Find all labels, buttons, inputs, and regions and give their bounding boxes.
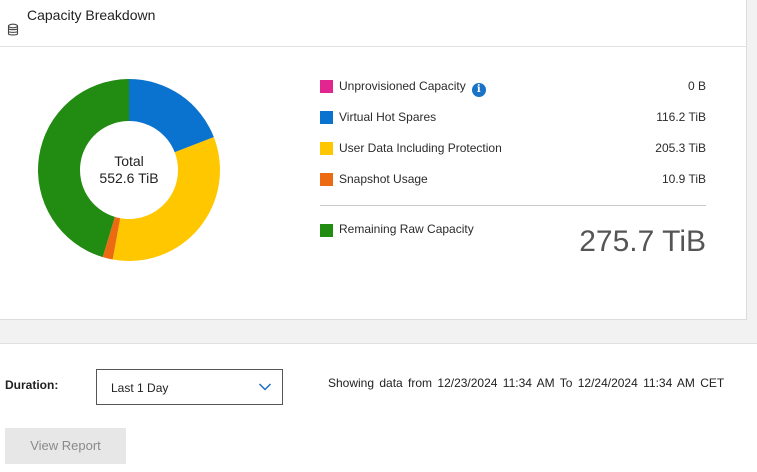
- legend-value: 0 B: [687, 79, 706, 93]
- donut-slice-1[interactable]: [129, 79, 214, 153]
- legend-label: Remaining Raw Capacity: [339, 222, 474, 236]
- legend-swatch: [320, 80, 333, 93]
- date-range-text: Showing data from 12/23/2024 11:34 AM To…: [328, 376, 725, 390]
- duration-select[interactable]: Last 1 Day: [96, 369, 283, 405]
- legend-value: 205.3 TiB: [655, 141, 706, 155]
- legend-item-unprovisioned: Unprovisioned Capacity i 0 B: [320, 76, 708, 107]
- legend-swatch: [320, 173, 333, 186]
- legend-swatch: [320, 142, 333, 155]
- info-icon[interactable]: i: [471, 83, 486, 97]
- donut-slice-2[interactable]: [112, 137, 220, 261]
- capacity-donut-chart: [38, 79, 220, 261]
- database-icon: [6, 23, 20, 37]
- card-header: Capacity Breakdown: [0, 0, 747, 47]
- legend-swatch: [320, 111, 333, 124]
- legend-item-remaining: Remaining Raw Capacity 275.7 TiB: [320, 219, 708, 269]
- capacity-legend: Unprovisioned Capacity i 0 B Virtual Hot …: [320, 76, 708, 200]
- report-controls: [0, 344, 757, 472]
- remaining-capacity-value: 275.7 TiB: [579, 225, 706, 258]
- legend-label: User Data Including Protection: [339, 141, 502, 155]
- legend-value: 116.2 TiB: [656, 110, 706, 124]
- legend-divider: [320, 205, 706, 206]
- legend-value: 10.9 TiB: [661, 172, 706, 186]
- duration-selected-value: Last 1 Day: [111, 381, 169, 395]
- view-report-button[interactable]: View Report: [5, 428, 126, 464]
- donut-slice-3[interactable]: [102, 216, 121, 260]
- legend-label: Unprovisioned Capacity: [339, 79, 466, 93]
- legend-item-user-data: User Data Including Protection 205.3 TiB: [320, 138, 708, 169]
- legend-item-hot-spares: Virtual Hot Spares 116.2 TiB: [320, 107, 708, 138]
- duration-label: Duration:: [5, 378, 59, 392]
- capacity-breakdown-card: Capacity Breakdown Total 552.6 TiB Unpro…: [0, 0, 747, 320]
- legend-label: Snapshot Usage: [339, 172, 428, 186]
- legend-swatch: [320, 224, 333, 237]
- card-title: Capacity Breakdown: [27, 7, 156, 23]
- donut-slice-4[interactable]: [38, 79, 129, 258]
- section-divider: [0, 343, 757, 344]
- chevron-down-icon: [258, 383, 272, 391]
- legend-item-snapshot: Snapshot Usage 10.9 TiB: [320, 169, 708, 200]
- legend-label: Virtual Hot Spares: [339, 110, 437, 124]
